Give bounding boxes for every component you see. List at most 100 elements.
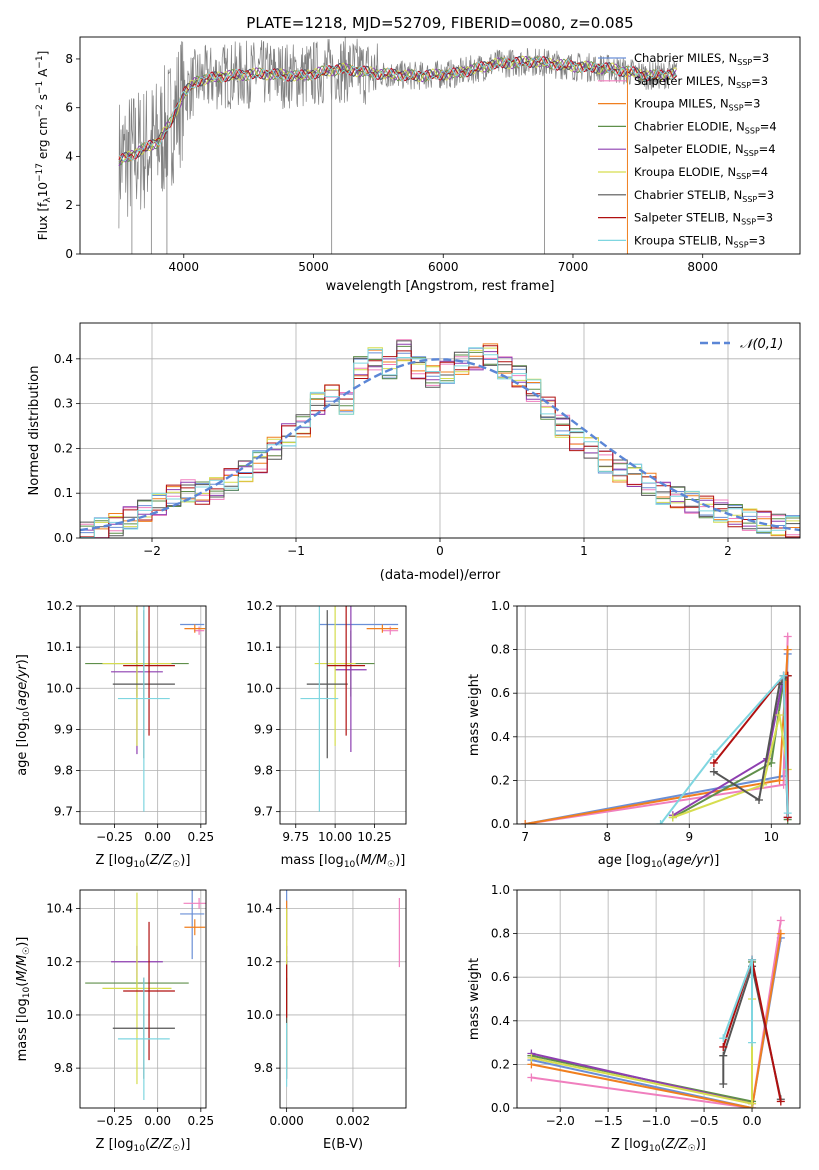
x-axis-label: mass [log10(M/M☉)]	[281, 853, 406, 870]
data-marker	[776, 916, 785, 925]
panel-massweight_vs_age: 7 8 9 10 0.0 0.2 0.4 0.6 0.8 1.0 age [log10(age/yr…	[467, 599, 801, 870]
y-tick-label: 10.0	[246, 681, 273, 695]
y-tick-label: 0.3	[54, 397, 73, 411]
panel-massweight_vs_Z: −2.0 −1.5 −1.0 −0.5 0.0 0.0 0.2 0.4 0.6 0.8 1.0 Z […	[467, 883, 801, 1154]
errorbar-kroupa-stelib	[300, 606, 339, 812]
data-marker	[783, 809, 792, 818]
errorbar-salpeter-miles	[183, 897, 206, 909]
series-chabrier-miles	[525, 653, 789, 824]
data-marker	[656, 820, 665, 824]
errorbar-kroupa-stelib	[117, 606, 170, 812]
model-spectrum-kroupa-stelib	[118, 55, 677, 162]
data-marker	[779, 671, 788, 680]
errorbar-salpeter-miles	[382, 626, 399, 635]
x-axis-label: (data-model)/error	[380, 568, 501, 583]
x-axis-label: Z [log10(Z/Z☉)]	[611, 1137, 706, 1154]
errorbar-kroupa-elodie	[102, 606, 172, 746]
normal-curve	[80, 358, 800, 532]
x-tick-label: 0.002	[336, 1114, 370, 1128]
series-lines	[527, 916, 785, 1108]
y-tick-label: 0.4	[491, 730, 510, 744]
data-marker	[719, 1080, 728, 1089]
axes-frame	[79, 36, 801, 255]
data-marker	[776, 929, 785, 938]
x-axis-label: E(B-V)	[323, 1137, 363, 1152]
errorbars	[286, 890, 400, 1087]
y-tick-label: 10.2	[246, 955, 273, 969]
data-marker	[709, 767, 718, 776]
legend-label: Kroupa STELIB, NSSP=3	[634, 233, 765, 249]
series-salpeter-miles	[525, 636, 789, 824]
x-tick-label: −0.25	[96, 1114, 133, 1128]
axes-frame	[79, 605, 207, 825]
legend-label: Salpeter ELODIE, NSSP=4	[634, 142, 776, 158]
errorbar-chabrier-miles	[180, 890, 205, 960]
y-tick-label: 0.1	[54, 486, 73, 500]
x-tick-label: 0.00	[144, 830, 171, 844]
axes-frame	[79, 322, 801, 539]
data-marker	[719, 1034, 728, 1043]
errorbars	[85, 890, 206, 1101]
x-tick-label: 8	[603, 830, 611, 844]
legend-label: Kroupa MILES, NSSP=3	[634, 97, 760, 113]
data-marker	[754, 796, 763, 805]
y-tick-label: 1.0	[491, 599, 510, 613]
data-marker	[748, 1038, 757, 1047]
errorbars	[85, 606, 206, 812]
data-marker	[668, 813, 677, 822]
y-tick-label: 0.2	[54, 441, 73, 455]
y-tick-label: 10.4	[46, 902, 73, 916]
data-marker	[719, 1051, 728, 1060]
legend-label: Salpeter STELIB, NSSP=3	[634, 211, 773, 227]
series-kroupa-elodie	[672, 714, 789, 819]
y-tick-label: 0.2	[491, 1057, 510, 1071]
y-tick-label: 0.4	[54, 352, 73, 366]
y-tick-label: 2	[65, 198, 73, 212]
data-marker	[783, 645, 792, 654]
y-axis-label: age [log10(age/yr)]	[15, 654, 32, 776]
data-marker	[521, 820, 530, 824]
x-axis-label: age [log10(age/yr)]	[598, 853, 720, 870]
model-spectrum-kroupa-elodie	[118, 55, 678, 163]
y-tick-label: 10.0	[46, 1008, 73, 1022]
x-tick-label: 0	[436, 544, 444, 558]
x-tick-label: 2	[724, 544, 732, 558]
series-salpeter-miles	[531, 920, 782, 1108]
data-marker	[527, 1053, 536, 1062]
x-tick-label: 0.00	[144, 1114, 171, 1128]
y-tick-label: 8	[65, 52, 73, 66]
y-tick-label: 0.4	[491, 1014, 510, 1028]
axes-frame	[279, 889, 407, 1109]
y-axis-label: mass weight	[467, 674, 482, 756]
y-tick-label: 0.6	[491, 970, 510, 984]
y-tick-label: 0.0	[491, 817, 510, 831]
model-spectrum-salpeter-elodie	[118, 55, 678, 167]
errorbar-salpeter-elodie	[335, 606, 367, 753]
panel-age_vs_Z: −0.25 0.00 0.25 9.7 9.8 9.9 10.0 10.1 10.2 Z [log…	[15, 599, 214, 870]
x-tick-label: −1.0	[642, 1114, 671, 1128]
x-tick-label: 0.25	[187, 1114, 214, 1128]
legend-label: Chabrier MILES, NSSP=3	[634, 51, 769, 67]
y-tick-label: 10.4	[246, 902, 273, 916]
y-tick-label: 0.8	[491, 927, 510, 941]
x-tick-label: 10.00	[318, 830, 352, 844]
panel-mass_vs_EBV: 0.000 0.002 9.8 10.0 10.2 10.4 E(B-V)	[246, 889, 407, 1152]
y-tick-label: 9.7	[254, 805, 273, 819]
data-marker	[719, 1042, 728, 1051]
y-tick-label: 0.8	[491, 643, 510, 657]
y-tick-label: 0.0	[491, 1101, 510, 1115]
y-tick-label: 9.9	[54, 722, 73, 736]
errorbar-salpeter-stelib	[123, 921, 175, 1061]
y-tick-label: 6	[65, 101, 73, 115]
data-marker	[748, 1099, 757, 1108]
errorbar-kroupa-elodie	[102, 892, 172, 1085]
errorbar-kroupa-elodie	[314, 606, 356, 746]
x-tick-label: 9	[685, 830, 693, 844]
data-marker	[709, 758, 718, 767]
data-marker	[776, 1097, 785, 1106]
x-tick-label: 0.25	[187, 830, 214, 844]
x-tick-label: 10	[764, 830, 779, 844]
legend-label: Chabrier ELODIE, NSSP=4	[634, 119, 777, 135]
data-marker	[748, 955, 757, 964]
